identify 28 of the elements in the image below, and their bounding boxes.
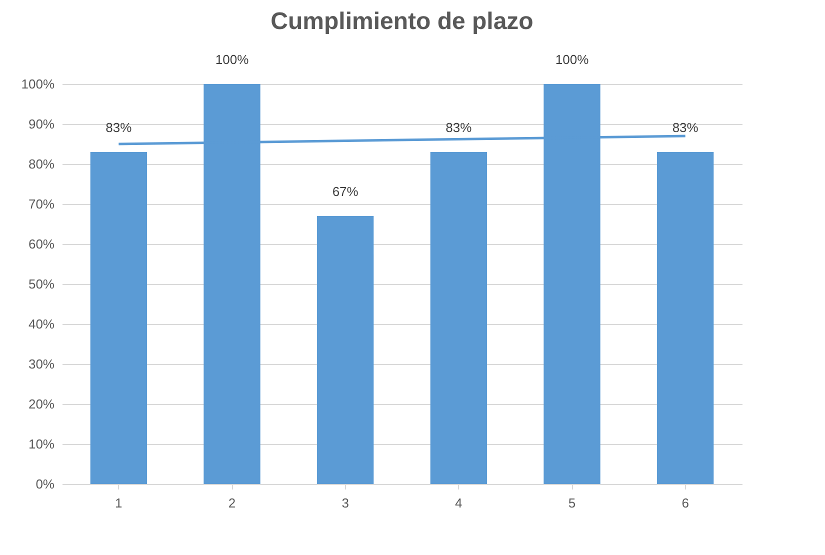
y-tick-label: 50%	[28, 276, 55, 292]
x-tick-label: 6	[682, 496, 689, 510]
data-label: 83%	[446, 120, 472, 135]
bar	[90, 152, 147, 484]
x-tick-label: 4	[455, 496, 462, 510]
y-tick-label: 10%	[28, 436, 55, 452]
bar	[317, 216, 374, 484]
data-label: 67%	[332, 184, 359, 199]
y-tick-label: 90%	[28, 116, 55, 132]
y-tick-label: 60%	[28, 236, 55, 252]
x-tick-label: 1	[115, 496, 122, 510]
x-tick-label: 3	[342, 496, 349, 510]
data-label: 100%	[215, 52, 250, 67]
data-label: 83%	[672, 120, 699, 135]
bar	[430, 152, 487, 484]
y-tick-label: 40%	[28, 316, 55, 332]
y-tick-label: 30%	[28, 356, 55, 372]
y-tick-label: 100%	[21, 76, 55, 92]
y-tick-label: 80%	[28, 156, 55, 172]
x-tick-label: 2	[228, 496, 236, 510]
data-label: 100%	[555, 52, 590, 67]
bar	[657, 152, 714, 484]
x-tick-label: 5	[568, 496, 576, 510]
data-label: 83%	[106, 120, 132, 135]
y-tick-label: 0%	[36, 476, 55, 492]
chart-title: Cumplimiento de plazo	[270, 8, 534, 35]
y-tick-label: 70%	[28, 196, 55, 212]
y-tick-label: 20%	[28, 396, 55, 412]
